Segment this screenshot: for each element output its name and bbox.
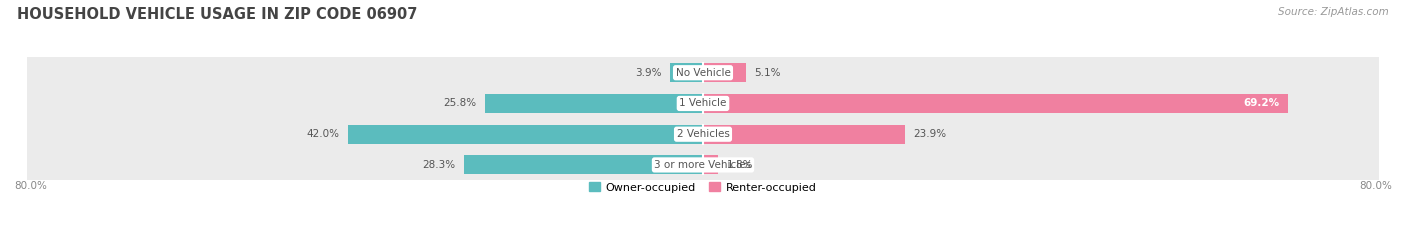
Text: 3.9%: 3.9% — [636, 68, 662, 78]
Bar — [27, 57, 1379, 88]
Bar — [703, 125, 905, 144]
Text: 42.0%: 42.0% — [307, 129, 339, 139]
Bar — [703, 155, 718, 175]
Text: 2 Vehicles: 2 Vehicles — [676, 129, 730, 139]
Bar — [464, 155, 703, 175]
Bar — [485, 94, 703, 113]
Text: No Vehicle: No Vehicle — [675, 68, 731, 78]
Bar — [27, 88, 1379, 119]
Text: 23.9%: 23.9% — [914, 129, 946, 139]
Text: 80.0%: 80.0% — [14, 181, 46, 191]
Text: HOUSEHOLD VEHICLE USAGE IN ZIP CODE 06907: HOUSEHOLD VEHICLE USAGE IN ZIP CODE 0690… — [17, 7, 418, 22]
Text: 80.0%: 80.0% — [1360, 181, 1392, 191]
Text: 1.8%: 1.8% — [727, 160, 754, 170]
Legend: Owner-occupied, Renter-occupied: Owner-occupied, Renter-occupied — [585, 178, 821, 197]
Text: 69.2%: 69.2% — [1243, 99, 1279, 109]
Bar — [703, 63, 747, 82]
Text: 1 Vehicle: 1 Vehicle — [679, 99, 727, 109]
Text: 5.1%: 5.1% — [755, 68, 782, 78]
Text: 25.8%: 25.8% — [443, 99, 477, 109]
Bar — [27, 119, 1379, 150]
Bar — [27, 150, 1379, 180]
Text: 28.3%: 28.3% — [422, 160, 456, 170]
Bar — [703, 94, 1288, 113]
Bar — [671, 63, 703, 82]
Text: Source: ZipAtlas.com: Source: ZipAtlas.com — [1278, 7, 1389, 17]
Text: 3 or more Vehicles: 3 or more Vehicles — [654, 160, 752, 170]
Bar — [347, 125, 703, 144]
